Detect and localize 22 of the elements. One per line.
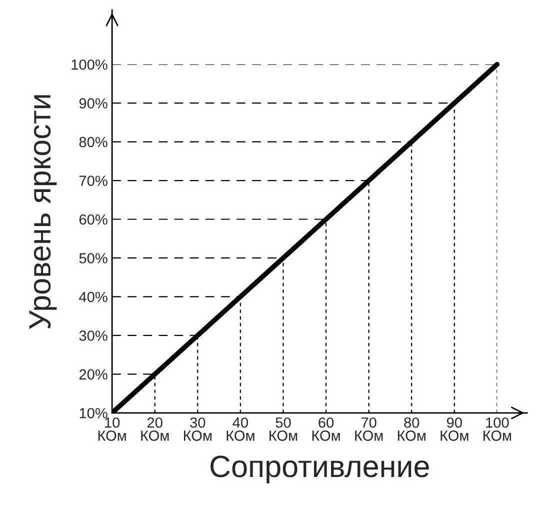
- y-tick-label: 100%: [72, 59, 108, 70]
- y-tick-label: 50%: [79, 253, 108, 264]
- x-tick-label: 90 КОм: [440, 417, 468, 441]
- y-tick-label: 70%: [79, 176, 108, 186]
- x-tick-label: 100 КОм: [484, 417, 512, 441]
- x-tick-label: 50 КОм: [270, 417, 298, 441]
- x-tick-label: 10 КОм: [98, 417, 126, 441]
- y-axis-title: Уровень яркости: [29, 95, 57, 330]
- y-tick-label: 90%: [79, 98, 108, 108]
- x-tick-label: 40 КОм: [226, 417, 254, 441]
- y-tick-label: 10%: [80, 408, 108, 418]
- y-tick-label: 40%: [79, 292, 108, 302]
- y-tick-label: 30%: [79, 330, 108, 341]
- y-tick-label: 80%: [79, 136, 108, 148]
- y-tick-label: 20%: [79, 369, 108, 380]
- y-tick-label: 60%: [79, 214, 108, 225]
- x-tick-label: 80 КОм: [398, 417, 426, 441]
- x-tick-label: 30 КОм: [184, 417, 212, 441]
- x-tick-label: 20 КОм: [141, 417, 169, 441]
- x-tick-label: 60 КОм: [312, 417, 340, 441]
- x-tick-label: 70 КОм: [355, 417, 383, 441]
- x-axis-title: Сопротивление: [210, 456, 429, 484]
